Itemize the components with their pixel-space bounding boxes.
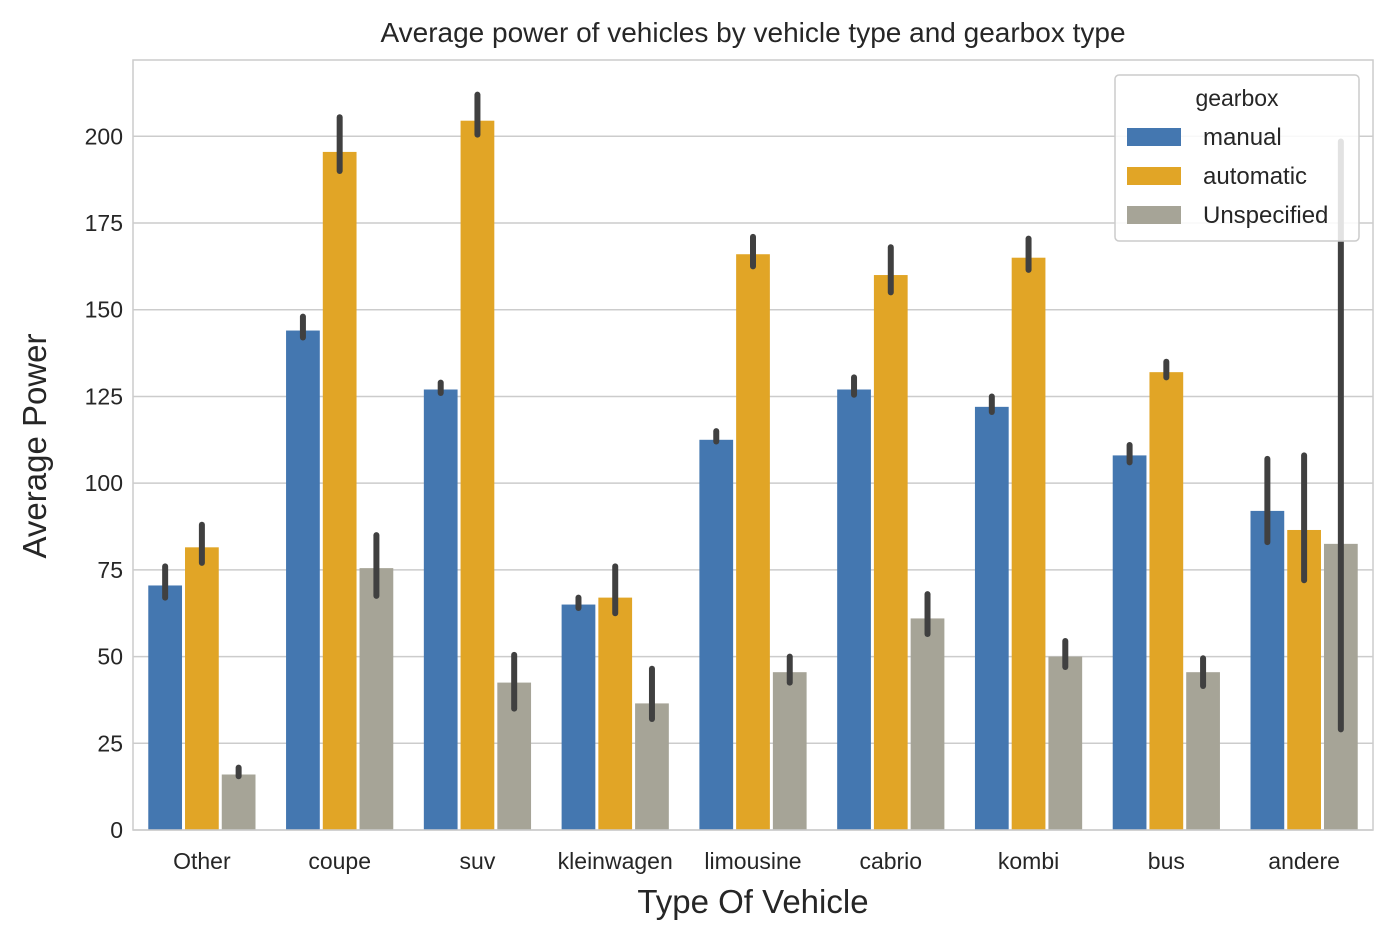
bar-manual-cabrio (837, 389, 871, 830)
y-tick-label: 125 (85, 383, 123, 409)
bar-unspecified-kombi (1048, 656, 1083, 830)
bar-manual-kleinwagen (561, 604, 596, 830)
x-tick-label: kombi (998, 848, 1059, 874)
chart-title: Average power of vehicles by vehicle typ… (380, 17, 1125, 48)
bar-marks (148, 120, 1358, 831)
legend-swatch (1127, 167, 1181, 185)
bar-automatic-cabrio (873, 275, 908, 830)
x-tick-label: coupe (308, 848, 371, 874)
bar-manual-coupe (286, 330, 320, 830)
legend: gearbox manual automatic Unspecified (1114, 74, 1360, 242)
x-tick-label: andere (1268, 848, 1340, 874)
y-tick-label: 150 (85, 297, 123, 323)
bar-automatic-kleinwagen (598, 597, 633, 830)
bar-manual-suv (423, 389, 458, 830)
x-tick-label: Other (173, 848, 231, 874)
legend-items: manual automatic Unspecified (1127, 124, 1328, 229)
legend-label: automatic (1203, 163, 1307, 190)
bar-automatic-limousine (736, 254, 770, 830)
legend-swatch (1127, 128, 1181, 146)
y-tick-label: 0 (110, 817, 123, 843)
x-tick-label: bus (1148, 848, 1185, 874)
bar-automatic-coupe (322, 151, 357, 830)
x-tick-label: suv (460, 848, 496, 874)
bar-manual-kombi (974, 406, 1009, 830)
bar-manual-bus (1112, 455, 1147, 830)
legend-frame (1114, 74, 1360, 242)
x-axis-label: Type Of Vehicle (637, 883, 868, 920)
bar-unspecified-limousine (772, 672, 807, 830)
bar-manual-other (148, 585, 183, 830)
bar-manual-andere (1250, 510, 1285, 830)
y-axis-label: Average Power (16, 333, 53, 558)
legend-label: Unspecified (1203, 202, 1328, 229)
bar-manual-limousine (699, 439, 734, 830)
bar-unspecified-other (221, 774, 256, 830)
x-tick-label: kleinwagen (558, 848, 673, 874)
bar-automatic-bus (1149, 372, 1184, 830)
plot-area-border (132, 59, 1374, 831)
x-tick-label: cabrio (859, 848, 922, 874)
bar-unspecified-coupe (359, 568, 394, 830)
bar-unspecified-kleinwagen (635, 703, 669, 830)
bar-automatic-kombi (1011, 257, 1046, 830)
legend-label: manual (1203, 124, 1282, 151)
x-axis-ticks: Other coupe suv kleinwagen limousine cabrio ko… (173, 848, 1340, 874)
y-axis-ticks: 0 25 50 75 100 125 150 175 200 (85, 123, 123, 843)
bar-unspecified-bus (1186, 672, 1220, 830)
y-tick-label: 75 (97, 557, 123, 583)
bar-automatic-suv (460, 120, 495, 831)
y-tick-label: 100 (85, 470, 123, 496)
y-tick-label: 25 (97, 730, 123, 756)
x-tick-label: limousine (704, 848, 801, 874)
bar-unspecified-cabrio (910, 618, 945, 830)
y-tick-label: 200 (85, 123, 123, 149)
legend-swatch (1127, 206, 1181, 224)
y-tick-label: 50 (97, 644, 123, 670)
bar-automatic-other (185, 547, 219, 830)
legend-title: gearbox (1195, 85, 1279, 111)
y-tick-label: 175 (85, 210, 123, 236)
